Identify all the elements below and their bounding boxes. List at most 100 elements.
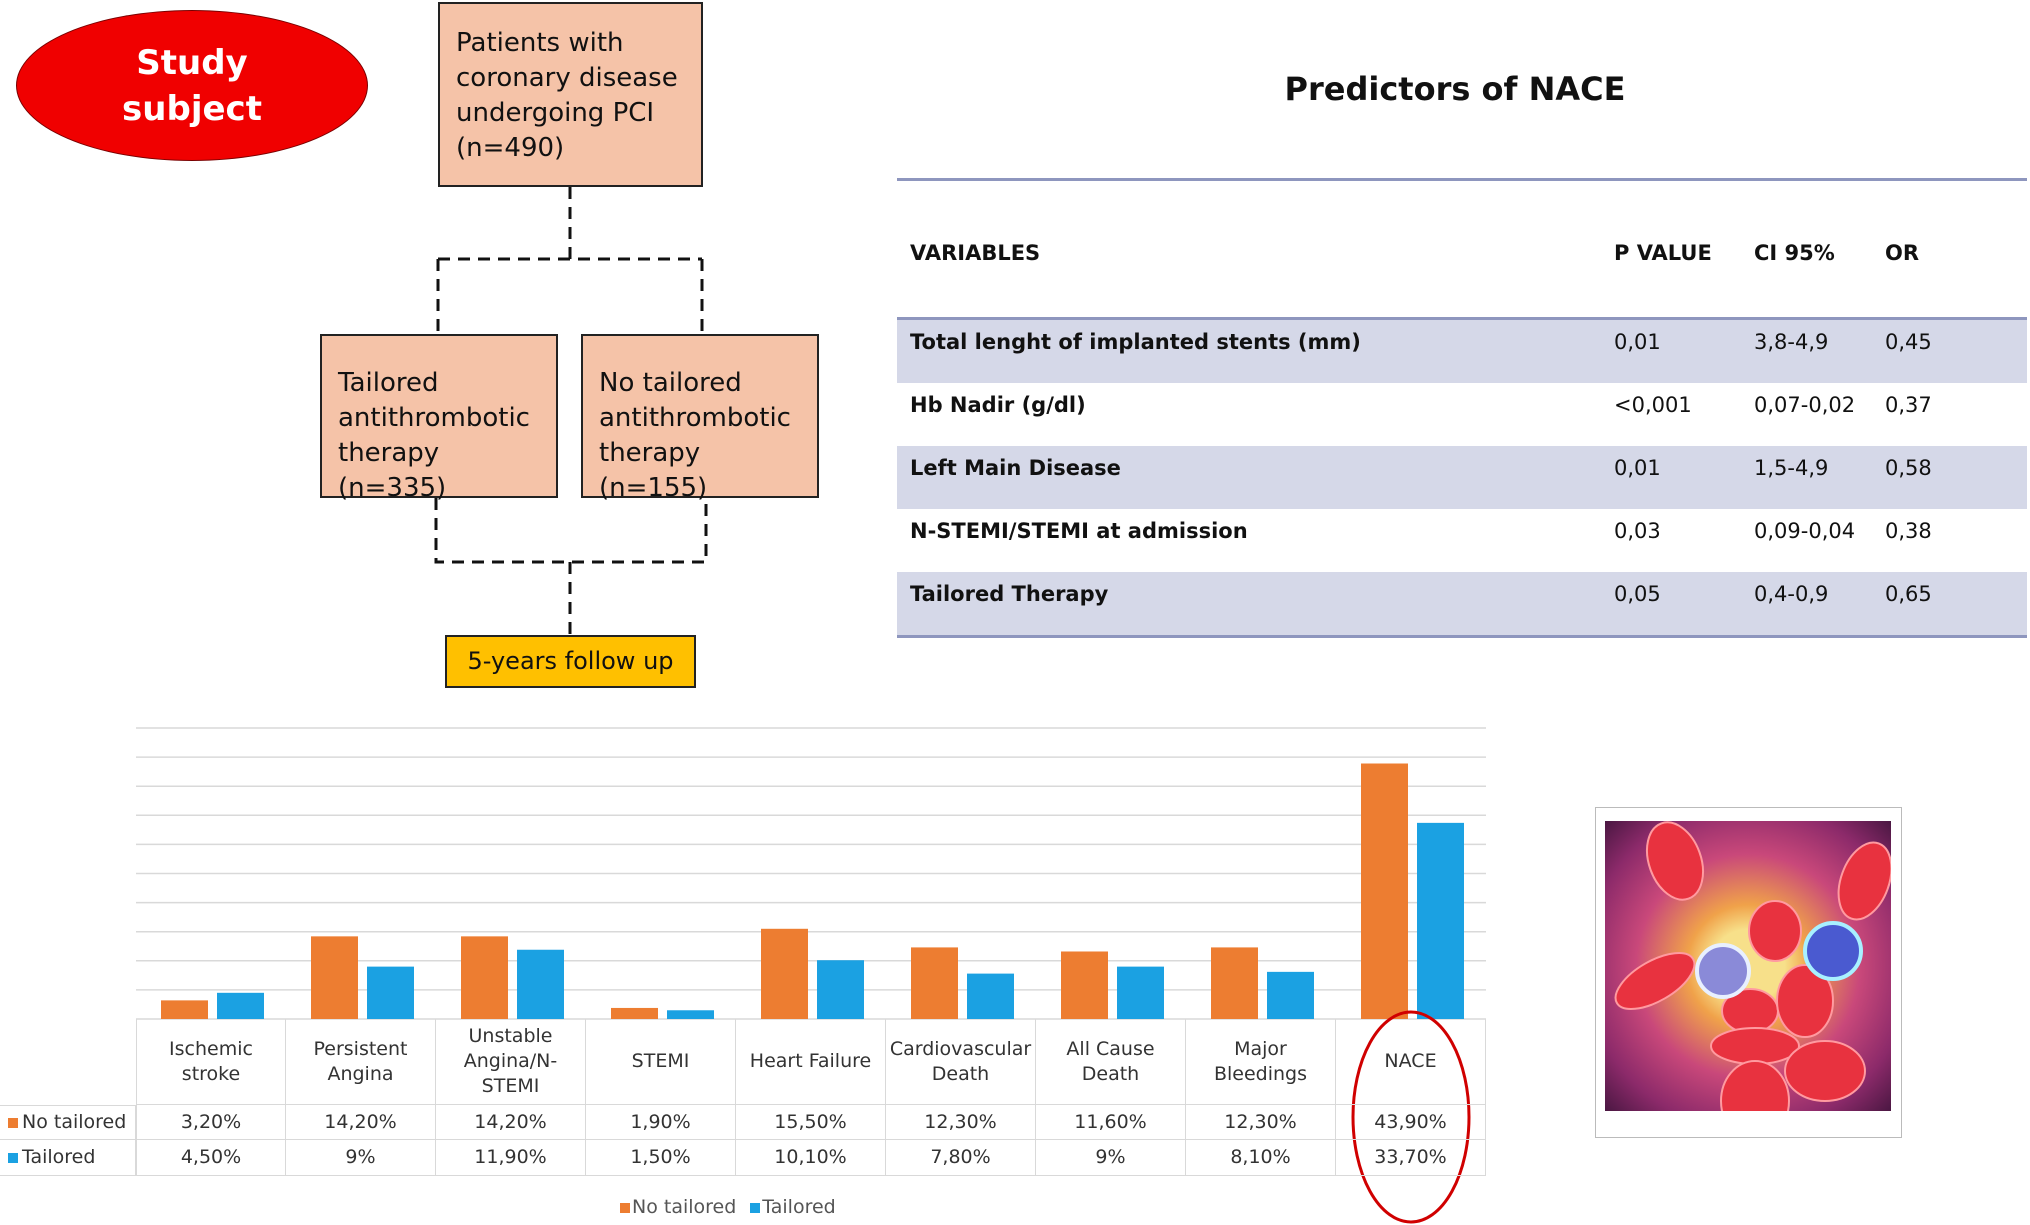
tailored-therapy-box: Tailored antithrombotic therapy (n=335) [320,334,558,503]
bar-tailored [367,966,414,1019]
table-row: Hb Nadir (g/dl) <0,001 0,07-0,02 0,37 [897,383,2027,446]
bar-tailored [217,992,264,1019]
legend-label: No tailored [632,1196,737,1218]
legend-swatch-icon [750,1203,761,1213]
value-cell: 12,30% [886,1105,1036,1140]
value-cell: 9% [286,1140,436,1176]
bar-no-tailored [1061,951,1108,1019]
category-label: Persistent Angina [286,1019,436,1105]
value-cell: 3,20% [136,1105,286,1140]
legend-label: Tailored [762,1196,836,1218]
series-row-label: Tailored [0,1140,136,1176]
value-cell: 12,30% [1186,1105,1336,1140]
cell-0: Tailored Therapy [910,582,1109,606]
cell-3: 0,58 [1885,456,1932,480]
value-cell: 1,50% [586,1140,736,1176]
value-cell: 43,90% [1336,1105,1486,1140]
bar-tailored [967,973,1014,1019]
table-row: Tailored Therapy 0,05 0,4-0,9 0,65 [897,572,2027,635]
header-1: P VALUE [1614,241,1712,265]
series-name: No tailored [22,1111,127,1133]
bar-no-tailored [761,928,808,1019]
value-cell: 9% [1036,1140,1186,1176]
cell-3: 0,65 [1885,582,1932,606]
category-label: NACE [1336,1019,1486,1105]
cell-1: 0,03 [1614,519,1661,543]
cell-0: N-STEMI/STEMI at admission [910,519,1248,543]
predictors-title: Predictors of NACE [1284,70,1626,108]
cell-1: 0,01 [1614,330,1661,354]
header-0: VARIABLES [910,241,1041,265]
cell-2: 0,4-0,9 [1754,582,1829,606]
cell-0: Total lenght of implanted stents (mm) [910,330,1361,354]
category-label: Heart Failure [736,1019,886,1105]
cell-3: 0,45 [1885,330,1932,354]
value-cell: 1,90% [586,1105,736,1140]
category-label: Unstable Angina/N-STEMI [436,1019,586,1105]
connector-split [436,187,704,334]
nace-highlight-circle [1351,1010,1471,1224]
blood-cells-image [1605,821,1891,1111]
bar-no-tailored [311,936,358,1019]
chart-bars [161,763,1464,1019]
table-top-rule [897,178,2027,181]
bar-tailored [1267,971,1314,1019]
cell-2: 3,8-4,9 [1754,330,1829,354]
no-tailored-therapy-box: No tailored antithrombotic therapy (n=15… [581,334,819,503]
bar-tailored [817,960,864,1019]
value-cell: 15,50% [736,1105,886,1140]
bar-no-tailored [161,1000,208,1019]
category-label: Ischemic stroke [136,1019,286,1105]
legend-swatch-icon [8,1117,18,1128]
blood-vessel-illustration [1595,807,1902,1138]
category-label: STEMI [586,1019,736,1105]
category-label: Cardiovascular Death [886,1019,1036,1105]
value-cell: 11,60% [1036,1105,1186,1140]
category-label: All Cause Death [1036,1019,1186,1105]
cell-1: 0,05 [1614,582,1661,606]
series-row-label: No tailored [0,1105,136,1140]
cell-0: Left Main Disease [910,456,1121,480]
header-3: OR [1885,241,1920,265]
predictors-table: VARIABLES P VALUE CI 95% OR Total lenght of … [897,178,2027,638]
study-subject-ellipse: Study subject [16,10,368,161]
value-cell: 7,80% [886,1140,1036,1176]
bar-no-tailored [911,947,958,1019]
bar-tailored [667,1010,714,1019]
legend-swatch-icon [620,1203,630,1213]
value-cell: 4,50% [136,1140,286,1176]
value-cell: 10,10% [736,1140,886,1176]
legend-swatch-icon [8,1152,18,1163]
value-cell: 14,20% [436,1105,586,1140]
value-cell: 11,90% [436,1140,586,1176]
cell-3: 0,37 [1885,393,1932,417]
category-label: Major Bleedings [1186,1019,1336,1105]
cell-2: 1,5-4,9 [1754,456,1829,480]
flow-connectors [434,187,708,635]
table-row: N-STEMI/STEMI at admission 0,03 0,09-0,04 0… [897,509,2027,572]
table-header-rule [897,317,2027,320]
connector-merge [434,498,708,635]
bar-no-tailored [1211,947,1258,1019]
cell-1: 0,01 [1614,456,1661,480]
value-cell: 14,20% [286,1105,436,1140]
cell-2: 0,09-0,04 [1754,519,1856,543]
value-cell: 33,70% [1336,1140,1486,1176]
bar-no-tailored [461,936,508,1019]
cell-1: <0,001 [1614,393,1692,417]
bar-tailored [1117,966,1164,1019]
series-name: Tailored [22,1146,96,1168]
bar-no-tailored [1361,763,1408,1019]
table-bottom-rule [897,635,2027,638]
legend-item: Tailored [750,1196,836,1218]
chart-legend: No tailored Tailored [620,1196,850,1218]
cell-3: 0,38 [1885,519,1932,543]
table-header-row: VARIABLES P VALUE CI 95% OR [897,181,2027,317]
chart-grid [136,727,1486,1020]
red-blood-cells-icon [1614,821,1891,1111]
follow-up-box: 5-years follow up [445,635,696,688]
legend-item: No tailored [620,1196,736,1218]
cell-2: 0,07-0,02 [1754,393,1856,417]
value-cell: 8,10% [1186,1140,1336,1176]
